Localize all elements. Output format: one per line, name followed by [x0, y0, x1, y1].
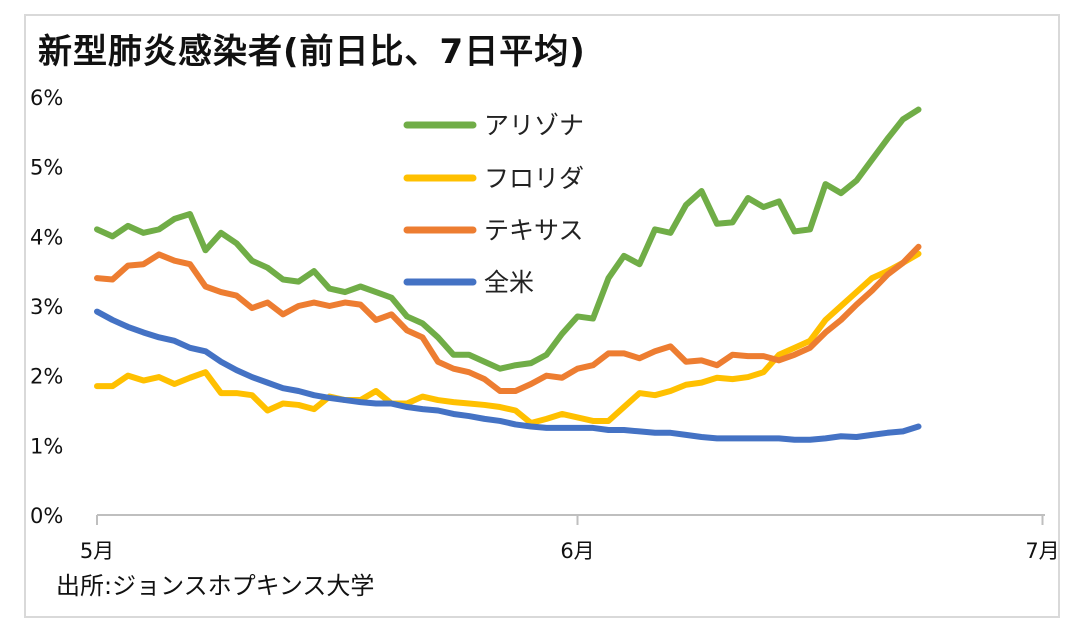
chart-frame: [24, 14, 1060, 618]
legend-label: テキサス: [484, 216, 584, 245]
x-tick-label: 5月: [80, 539, 114, 563]
series-line-1: [94, 106, 922, 372]
y-tick-label: 1%: [30, 434, 63, 458]
y-tick-label: 2%: [30, 365, 63, 389]
legend-label: 全米: [484, 268, 534, 297]
x-tick-labels: 5月 6月 7月: [80, 539, 1060, 563]
y-tick-label: 0%: [30, 504, 63, 528]
axes: [96, 514, 1045, 525]
y-tick-label: 4%: [30, 225, 63, 249]
y-tick-label: 3%: [30, 295, 63, 319]
series-line-3: [94, 243, 922, 394]
y-tick-labels: 0% 1% 2% 3% 4% 5% 6%: [30, 86, 63, 528]
x-tick-label: 6月: [560, 539, 594, 563]
series-line-2: [94, 250, 922, 427]
x-tick-label: 7月: [1025, 539, 1059, 563]
series-lines: [94, 106, 922, 443]
chart-title: 新型肺炎感染者(前日比、7日平均): [38, 32, 586, 72]
legend-label: アリゾナ: [484, 111, 584, 140]
y-tick-label: 6%: [30, 86, 63, 110]
source-note: 出所:ジョンスホプキンス大学: [56, 572, 375, 600]
legend-label: フロリダ: [484, 164, 584, 193]
y-tick-label: 5%: [30, 156, 63, 180]
series-line-4: [94, 308, 922, 443]
